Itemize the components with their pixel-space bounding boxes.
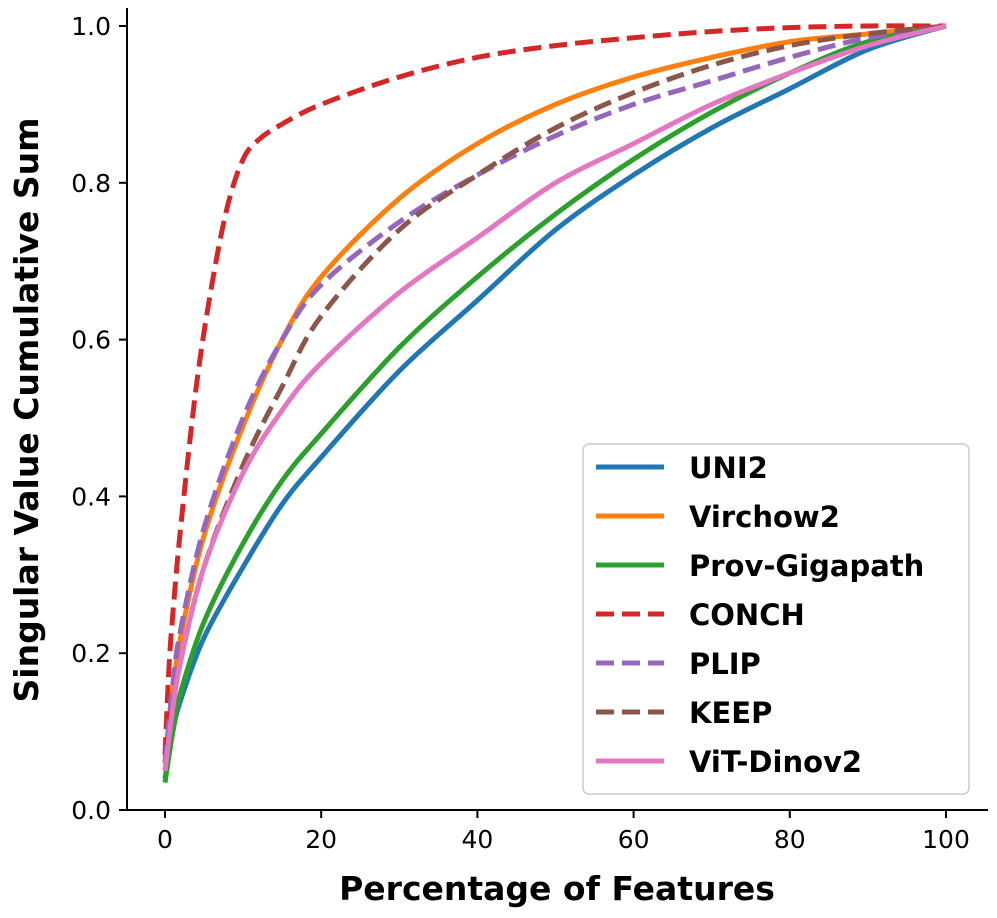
y-tick-label: 0.6 [71,326,111,355]
legend-items: UNI2 Virchow2 Prov-Gigapath CONCH PLIP KEEP Vi… [596,451,924,779]
y-ticks: 0.0 0.2 0.4 0.6 0.8 1.0 [71,12,127,825]
legend-frame [582,443,970,795]
series-line-conch [162,23,947,756]
legend-label: KEEP [689,696,772,730]
x-tick-label: 60 [618,825,650,854]
series-line-plip [162,23,947,764]
x-ticks: 0 20 40 60 80 100 [157,810,970,854]
x-axis-title: Percentage of Features [339,869,775,908]
y-tick-label: 0.8 [71,169,111,198]
legend-label: UNI2 [689,451,768,485]
x-tick-label: 40 [461,825,493,854]
legend-label: PLIP [689,647,761,681]
series-layer [162,23,947,783]
legend-label: CONCH [689,598,805,632]
x-tick-label: 0 [157,825,173,854]
series-line-uni2 [162,23,947,780]
legend-label: Prov-Gigapath [689,549,924,583]
x-tick-label: 20 [305,825,337,854]
axes: 0 20 40 60 80 100 0.0 0.2 0.4 0.6 0.8 1.0 Percenta… [7,8,988,908]
y-tick-label: 0.4 [71,482,111,511]
legend-label: Virchow2 [689,500,840,534]
y-tick-label: 1.0 [71,12,111,41]
x-tick-label: 100 [922,825,970,854]
legend: UNI2 Virchow2 Prov-Gigapath CONCH PLIP KEEP Vi… [582,443,970,795]
y-tick-label: 0.2 [71,639,111,668]
series-line-vit-dinov2 [162,23,947,772]
x-tick-label: 80 [774,825,806,854]
y-axis-title: Singular Value Cumulative Sum [7,118,46,703]
y-tick-label: 0.0 [71,796,111,825]
legend-label: ViT-Dinov2 [689,745,862,779]
